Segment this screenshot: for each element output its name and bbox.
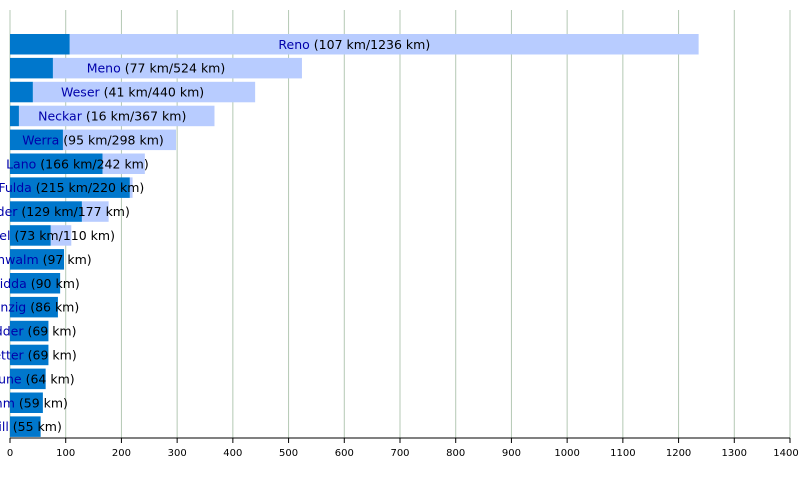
river-length: (41 km/440 km) xyxy=(100,85,204,100)
bar-inner-ohm xyxy=(10,392,43,413)
bar-outer-werra xyxy=(62,129,177,151)
bar-label-nidda: Nidda (90 km) xyxy=(0,276,80,291)
x-tick-label: 800 xyxy=(446,448,465,459)
x-tick-label: 1400 xyxy=(773,448,798,459)
bar-label-lano: Lano (166 km/242 km) xyxy=(6,156,149,171)
river-length: (16 km/367 km) xyxy=(82,108,186,123)
x-tick-label: 600 xyxy=(335,448,354,459)
bar-label-werra: Werra (95 km/298 km) xyxy=(22,132,164,147)
river-length: (64 km) xyxy=(22,371,75,386)
bar-label-schwalm: Schwalm (97 km) xyxy=(0,252,92,267)
bar-outer-meno xyxy=(52,57,302,79)
river-name: Fulda xyxy=(0,180,32,195)
river-length: (59 km) xyxy=(15,395,68,410)
river-length: (215 km/220 km) xyxy=(32,180,144,195)
bar-label-weser: Weser (41 km/440 km) xyxy=(61,85,204,100)
x-tick-label: 1300 xyxy=(722,448,747,459)
river-name: Lano xyxy=(6,156,36,171)
x-tick-label: 0 xyxy=(7,448,13,459)
river-name: Wetter xyxy=(0,347,25,362)
river-length: (55 km) xyxy=(9,419,62,434)
x-tick-label: 500 xyxy=(279,448,298,459)
bar-inner-reno xyxy=(10,34,70,55)
river-length: (95 km/298 km) xyxy=(59,132,163,147)
river-length: (69 km) xyxy=(24,347,77,362)
bar-inner-kinzig xyxy=(10,296,58,318)
river-name: Nidda xyxy=(0,276,27,291)
bar-inner-schwalm xyxy=(10,249,65,270)
x-tick-label: 1200 xyxy=(666,448,691,459)
river-name: Kinzig xyxy=(0,300,26,315)
river-name: Werra xyxy=(22,132,59,147)
bar-outer-weser xyxy=(32,81,256,103)
x-tick-label: 400 xyxy=(223,448,242,459)
x-tick-label: 1100 xyxy=(610,448,635,459)
river-length: (77 km/524 km) xyxy=(121,61,225,76)
bar-inner-wetter xyxy=(10,344,49,366)
river-length: (129 km/177 km) xyxy=(17,204,129,219)
bar-inner-meno xyxy=(10,57,53,79)
bar-inner-weser xyxy=(10,81,33,103)
river-length: (166 km/242 km) xyxy=(36,156,148,171)
river-name: Neckar xyxy=(38,108,83,123)
river-name: Schwalm xyxy=(0,252,39,267)
bar-outer-reno xyxy=(69,34,699,55)
bar-label-kinzig: Kinzig (86 km) xyxy=(0,300,79,315)
river-name: Meno xyxy=(87,61,121,76)
river-length: (107 km/1236 km) xyxy=(310,37,430,52)
river-name: Reno xyxy=(278,37,309,52)
x-tick-label: 200 xyxy=(112,448,131,459)
x-tick-label: 700 xyxy=(390,448,409,459)
river-name: Ohm xyxy=(0,395,15,410)
river-name: Haune xyxy=(0,371,22,386)
bar-inner-eder xyxy=(10,201,82,222)
bar-label-neckar: Neckar (16 km/367 km) xyxy=(38,108,186,123)
bar-label-ohm: Ohm (59 km) xyxy=(0,395,68,410)
river-name: Diemel xyxy=(0,228,10,243)
river-length: (90 km) xyxy=(27,276,80,291)
bar-label-meno: Meno (77 km/524 km) xyxy=(87,61,226,76)
river-length: (69 km) xyxy=(23,324,76,339)
bar-outer-diemel xyxy=(50,225,72,246)
bar-label-nidder: Nidder (69 km) xyxy=(0,324,77,339)
bar-outer-fulda xyxy=(129,177,133,198)
bar-label-wetter: Wetter (69 km) xyxy=(0,347,77,362)
river-name: Dill xyxy=(0,419,9,434)
bar-label-fulda: Fulda (215 km/220 km) xyxy=(0,180,144,195)
bar-outer-eder xyxy=(81,201,109,222)
bar-label-reno: Reno (107 km/1236 km) xyxy=(278,37,430,52)
bar-inner-lano xyxy=(10,153,103,174)
bar-inner-werra xyxy=(10,129,63,151)
bar-label-eder: Eder (129 km/177 km) xyxy=(0,204,130,219)
bar-inner-nidder xyxy=(10,320,49,342)
x-tick-label: 900 xyxy=(502,448,521,459)
river-length: (73 km/110 km) xyxy=(10,228,114,243)
bar-label-diemel: Diemel (73 km/110 km) xyxy=(0,228,115,243)
bar-label-haune: Haune (64 km) xyxy=(0,371,75,386)
river-name: Eder xyxy=(0,204,18,219)
bar-inner-neckar xyxy=(10,105,19,127)
x-tick-label: 1000 xyxy=(554,448,579,459)
bar-inner-fulda xyxy=(10,177,130,198)
bar-inner-dill xyxy=(10,416,41,437)
x-tick-label: 100 xyxy=(56,448,75,459)
river-name: Nidder xyxy=(0,324,24,339)
x-tick-label: 300 xyxy=(168,448,187,459)
river-name: Weser xyxy=(61,85,101,100)
bar-inner-nidda xyxy=(10,273,61,294)
river-length: (97 km) xyxy=(39,252,92,267)
bar-inner-haune xyxy=(10,368,46,390)
river-length: (86 km) xyxy=(26,300,79,315)
bar-outer-neckar xyxy=(18,105,215,127)
bar-outer-lano xyxy=(102,153,145,174)
bar-label-dill: Dill (55 km) xyxy=(0,419,62,434)
bar-inner-diemel xyxy=(10,225,51,246)
